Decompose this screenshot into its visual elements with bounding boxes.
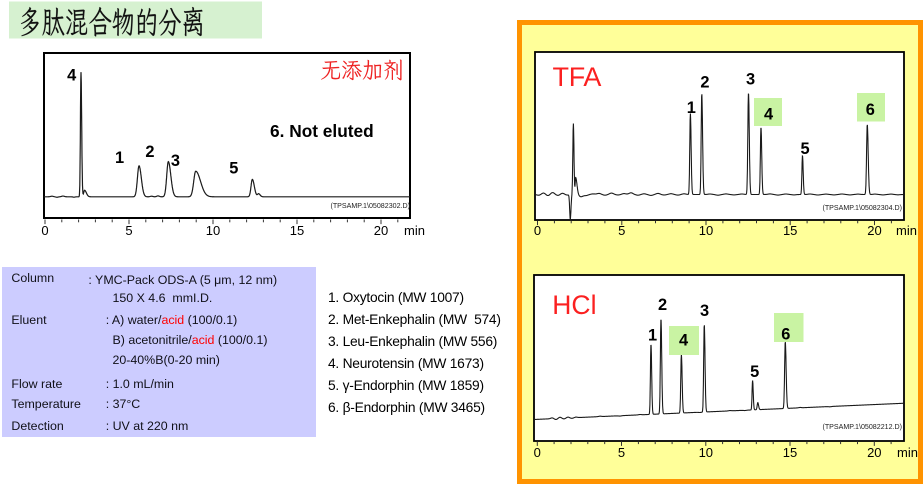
svg-text:HCl: HCl	[552, 290, 596, 320]
svg-text:4: 4	[67, 66, 77, 84]
svg-text:min: min	[404, 223, 425, 238]
svg-text:1: 1	[648, 327, 657, 345]
svg-text:6: 6	[866, 101, 875, 119]
svg-text:1: 1	[115, 149, 124, 167]
svg-text:15: 15	[783, 445, 797, 460]
svg-text:10: 10	[699, 445, 713, 460]
svg-text:15: 15	[290, 223, 304, 238]
svg-text:min: min	[897, 445, 918, 460]
svg-text:2: 2	[145, 143, 154, 161]
svg-text:5: 5	[801, 140, 810, 158]
svg-text:10: 10	[699, 223, 713, 238]
svg-text:15: 15	[783, 223, 797, 238]
svg-text:6. Not eluted: 6. Not eluted	[270, 121, 374, 141]
svg-text:(TPSAMP.1\05082302.D): (TPSAMP.1\05082302.D)	[330, 202, 410, 210]
svg-text:6: 6	[781, 326, 790, 344]
svg-text:5: 5	[618, 445, 625, 460]
svg-text:5: 5	[125, 223, 132, 238]
svg-text:5: 5	[229, 160, 238, 178]
svg-text:4: 4	[679, 332, 689, 350]
svg-text:20: 20	[374, 223, 388, 238]
svg-text:0: 0	[534, 445, 541, 460]
svg-text:5: 5	[750, 363, 759, 381]
svg-text:0: 0	[534, 223, 541, 238]
svg-text:2: 2	[658, 296, 667, 314]
svg-text:1: 1	[687, 99, 696, 117]
svg-text:20: 20	[867, 445, 881, 460]
svg-text:(TPSAMP.1\05082304.D): (TPSAMP.1\05082304.D)	[822, 204, 902, 212]
svg-text:min: min	[896, 223, 917, 238]
svg-text:20: 20	[867, 223, 881, 238]
svg-text:10: 10	[206, 223, 220, 238]
svg-text:(TPSAMP.1\05082212.D): (TPSAMP.1\05082212.D)	[822, 423, 902, 431]
svg-text:2: 2	[700, 73, 709, 91]
svg-text:3: 3	[746, 70, 755, 88]
svg-text:TFA: TFA	[553, 62, 602, 92]
svg-text:3: 3	[171, 152, 180, 170]
svg-text:4: 4	[764, 106, 774, 124]
svg-text:3: 3	[700, 302, 709, 320]
svg-text:5: 5	[618, 223, 625, 238]
svg-text:0: 0	[41, 223, 48, 238]
